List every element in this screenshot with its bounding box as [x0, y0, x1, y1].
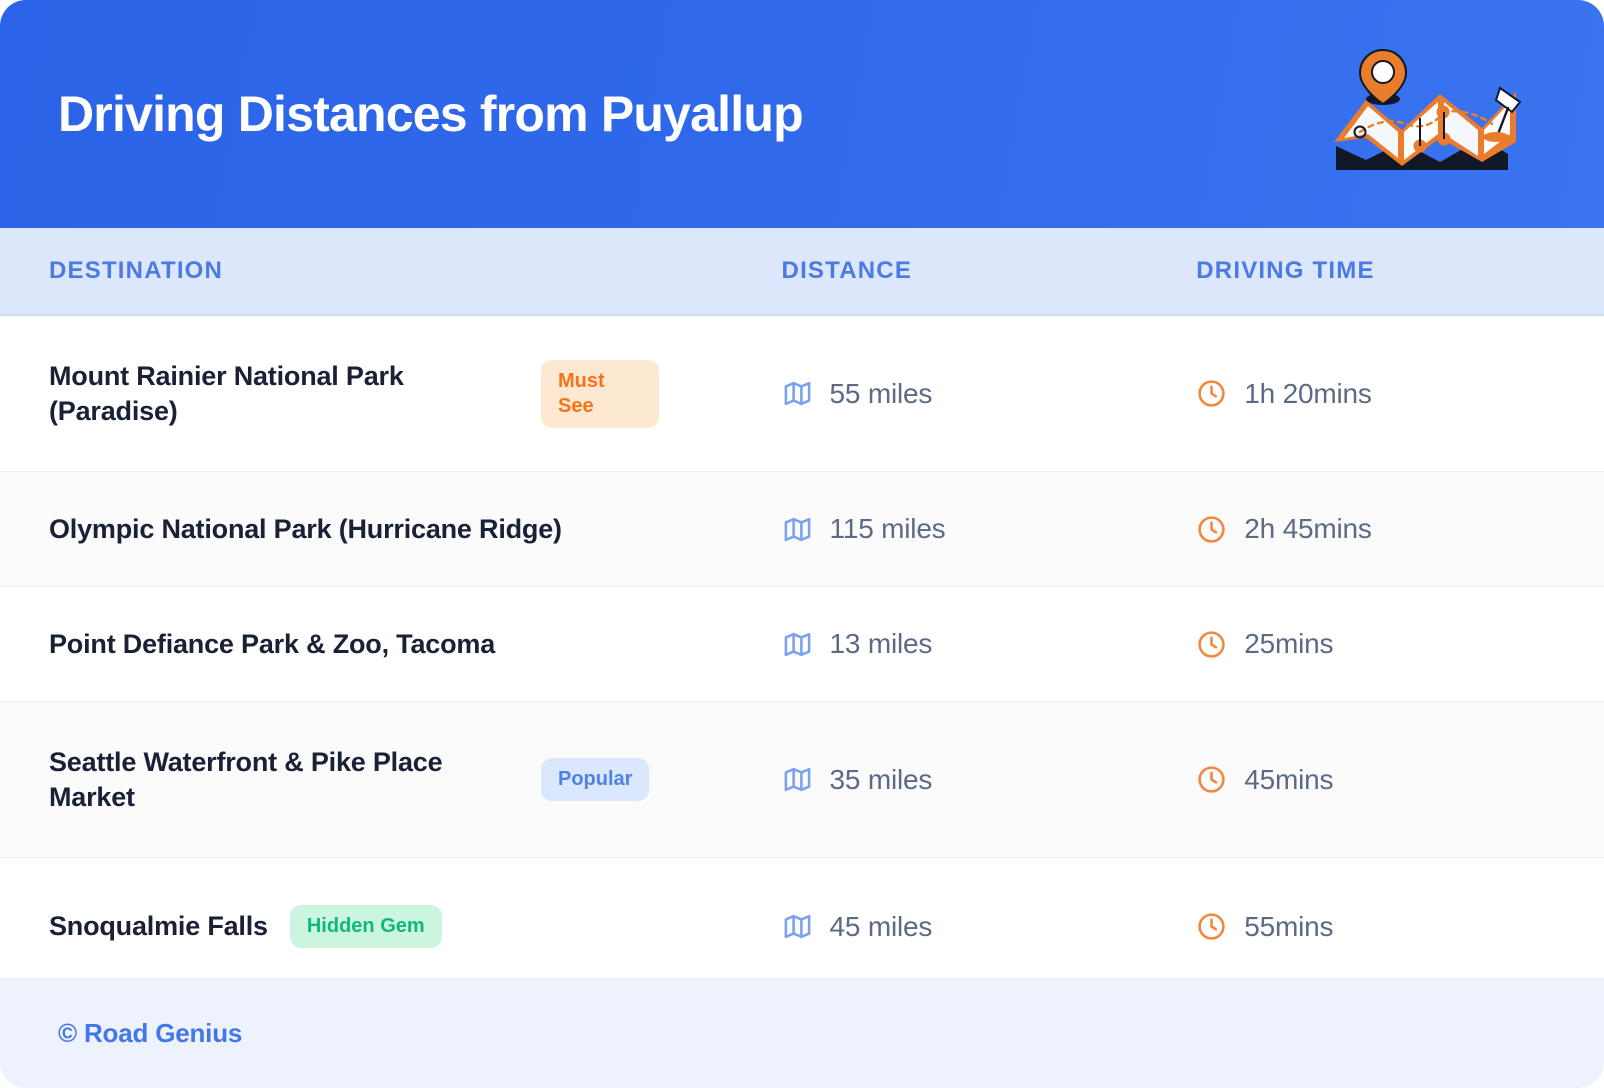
table-row[interactable]: Mount Rainier National Park (Paradise) M… [0, 316, 1604, 472]
distance-cell: 55 miles [782, 378, 1197, 410]
column-header-destination: DESTINATION [49, 257, 224, 284]
destination-name: Snoqualmie Falls [49, 911, 268, 942]
distance-value: 45 miles [829, 910, 933, 942]
driving-time-value: 2h 45mins [1244, 513, 1372, 544]
driving-time-cell: 45mins [1196, 764, 1604, 796]
destination-name: Mount Rainier National Park (Paradise) [49, 360, 404, 426]
table-row[interactable]: Point Defiance Park & Zoo, Tacoma 13 mil… [0, 587, 1604, 702]
table-row[interactable]: Olympic National Park (Hurricane Ridge) … [0, 472, 1604, 587]
card-footer: © Road Genius [0, 978, 1604, 1088]
distance-cell: 45 miles [782, 911, 1197, 943]
distance-cell: 35 miles [782, 764, 1197, 796]
clock-icon [1198, 515, 1225, 543]
distance-value: 55 miles [829, 377, 933, 409]
column-header-distance: DISTANCE [781, 257, 913, 284]
status-badge-popular[interactable]: Popular [541, 758, 650, 801]
map-icon [784, 381, 810, 406]
table-row[interactable]: Seattle Waterfront & Pike Place Market P… [0, 702, 1604, 858]
card-header: Driving Distances from Puyallup [0, 0, 1604, 228]
driving-time-cell: 2h 45mins [1196, 513, 1604, 545]
destination-cell: Mount Rainier National Park (Paradise) M… [0, 359, 782, 428]
distance-cell: 115 miles [782, 513, 1197, 545]
driving-time-value: 55mins [1244, 910, 1334, 942]
clock-icon [1198, 630, 1225, 658]
map-icon [784, 517, 810, 541]
driving-time-cell: 25mins [1196, 628, 1604, 660]
column-header-distance-cell: DISTANCE [782, 257, 1197, 285]
driving-time-cell: 55mins [1196, 911, 1604, 943]
driving-time-value: 45mins [1244, 763, 1334, 795]
destination-name: Olympic National Park (Hurricane Ridge) [49, 513, 562, 544]
map-icon [784, 632, 810, 656]
column-header-driving-time-cell: DRIVING TIME [1196, 257, 1604, 285]
column-header-driving-time: DRIVING TIME [1196, 257, 1375, 284]
clock-icon [1198, 913, 1225, 940]
column-header-destination-cell: DESTINATION [0, 257, 782, 285]
folded-map-illustration [1334, 48, 1522, 170]
destination-cell: Olympic National Park (Hurricane Ridge) [0, 512, 782, 547]
distance-cell: 13 miles [782, 628, 1197, 660]
destination-cell: Seattle Waterfront & Pike Place Market P… [0, 745, 782, 814]
destination-name: Seattle Waterfront & Pike Place Market [49, 746, 443, 812]
map-icon [784, 767, 810, 792]
distance-value: 115 miles [829, 513, 946, 544]
clock-icon [1198, 766, 1225, 793]
clock-icon [1198, 380, 1225, 407]
page-title: Driving Distances from Puyallup [58, 85, 804, 142]
map-icon [784, 914, 810, 939]
destination-cell: Point Defiance Park & Zoo, Tacoma [0, 627, 782, 662]
copyright-credit[interactable]: © Road Genius [58, 1018, 243, 1048]
driving-time-value: 25mins [1244, 628, 1334, 659]
destination-cell: Snoqualmie Falls Hidden Gem [0, 905, 782, 948]
driving-time-cell: 1h 20mins [1196, 378, 1604, 410]
status-badge-hidden-gem[interactable]: Hidden Gem [289, 905, 442, 948]
table-row[interactable]: Snoqualmie Falls Hidden Gem 45 miles 55m… [0, 858, 1604, 996]
table-column-headers: DESTINATION DISTANCE DRIVING TIME [0, 228, 1604, 316]
destination-name: Point Defiance Park & Zoo, Tacoma [49, 628, 496, 659]
status-badge-must-see[interactable]: Must See [541, 359, 659, 428]
distance-value: 13 miles [829, 628, 933, 659]
distance-value: 35 miles [829, 763, 933, 795]
driving-time-value: 1h 20mins [1244, 377, 1372, 409]
